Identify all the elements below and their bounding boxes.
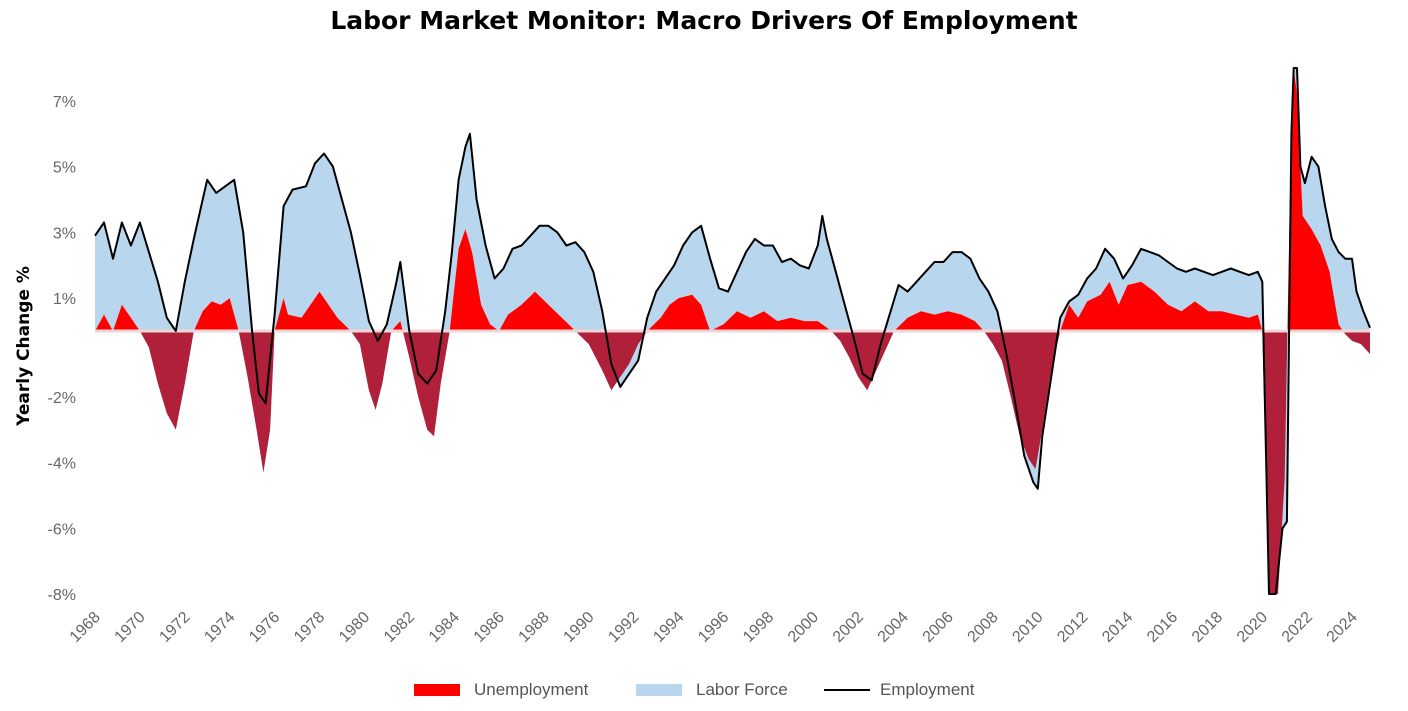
y-tick-label: 7%	[53, 94, 76, 111]
x-tick-label: 1974	[201, 609, 238, 646]
x-tick-label: 1994	[650, 609, 687, 646]
x-tick-label: 1988	[516, 609, 553, 646]
x-tick-label: 2002	[830, 609, 867, 646]
x-tick-label: 1980	[336, 609, 373, 646]
x-tick-label: 1996	[695, 609, 732, 646]
x-tick-label: 1968	[67, 609, 104, 646]
area-layer	[95, 68, 1370, 594]
x-tick-label: 2006	[920, 609, 957, 646]
line-layer	[94, 67, 1371, 595]
y-tick-label: 1%	[53, 291, 76, 308]
x-tick-label: 2014	[1099, 609, 1136, 646]
legend-swatch-labor-force	[636, 684, 682, 696]
y-tick-label: -8%	[48, 587, 76, 604]
zero-baseline	[95, 329, 1370, 333]
y-tick-label: -6%	[48, 521, 76, 538]
legend-line-employment	[824, 689, 870, 691]
x-tick-label: 1976	[246, 609, 283, 646]
y-tick-label: 5%	[53, 160, 76, 177]
legend-label-unemployment: Unemployment	[474, 680, 589, 699]
x-tick-label: 1978	[291, 609, 328, 646]
legend-item-employment: Employment	[824, 678, 974, 702]
legend-label-labor-force: Labor Force	[696, 680, 788, 699]
employment-line	[94, 67, 1371, 595]
x-tick-label: 1990	[560, 609, 597, 646]
y-tick-label: -2%	[48, 390, 76, 407]
x-tick-label: 1986	[471, 609, 508, 646]
legend-item-labor-force: Labor Force	[636, 678, 788, 702]
x-tick-label: 2012	[1054, 609, 1091, 646]
x-tick-labels: 1968 1970 1972 1974 1976 1978 1980 1982 1984 1986…	[67, 609, 1361, 646]
x-tick-label: 2000	[785, 609, 822, 646]
x-tick-label: 2024	[1324, 609, 1361, 646]
x-tick-label: 2010	[1009, 609, 1046, 646]
y-tick-labels: 7% 5% 3% 1% -2% -4% -6% -8%	[48, 94, 76, 604]
x-tick-label: 1992	[605, 609, 642, 646]
x-tick-label: 2016	[1144, 609, 1181, 646]
x-tick-label: 2022	[1279, 609, 1316, 646]
legend-swatch-unemployment	[414, 684, 460, 696]
baseline-layer	[95, 329, 1370, 333]
y-tick-label: 3%	[53, 225, 76, 242]
legend-item-unemployment: Unemployment	[414, 678, 588, 702]
x-tick-label: 2008	[965, 609, 1002, 646]
x-tick-label: 1970	[112, 609, 149, 646]
x-tick-label: 1984	[426, 609, 463, 646]
x-tick-label: 1982	[381, 609, 418, 646]
legend: Unemployment Labor Force Employment	[0, 678, 1408, 702]
y-tick-label: -4%	[48, 456, 76, 473]
x-tick-label: 2004	[875, 609, 912, 646]
x-tick-label: 1972	[156, 609, 193, 646]
legend-label-employment: Employment	[880, 680, 975, 699]
x-tick-label: 1998	[740, 609, 777, 646]
x-tick-label: 2018	[1189, 609, 1226, 646]
chart-title: Labor Market Monitor: Macro Drivers Of E…	[330, 6, 1078, 35]
unemployment-area-positive	[95, 68, 1370, 331]
x-tick-label: 2020	[1234, 609, 1271, 646]
